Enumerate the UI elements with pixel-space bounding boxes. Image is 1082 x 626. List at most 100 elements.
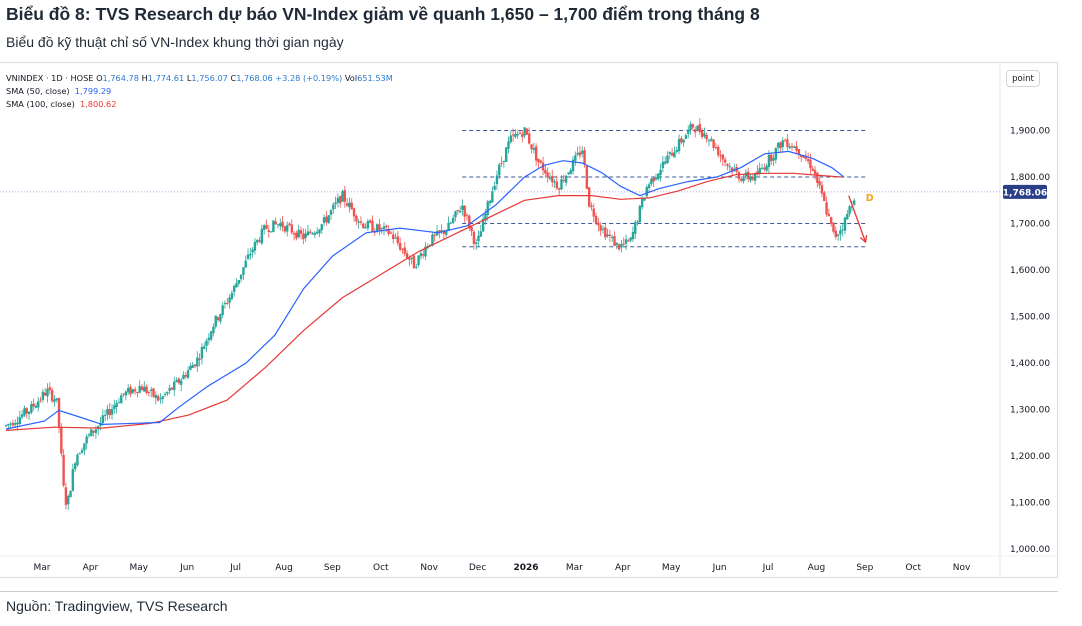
- candle-body: [458, 210, 462, 213]
- candle-body: [829, 217, 833, 224]
- candle-body: [604, 227, 607, 238]
- candle-body: [332, 204, 335, 210]
- candle-body: [567, 172, 570, 174]
- candle-body: [71, 469, 75, 491]
- x-tick-label: Sep: [856, 563, 873, 573]
- candle-body: [636, 221, 639, 223]
- open-label: O: [96, 73, 103, 83]
- sma100-value: 1,800.62: [80, 98, 117, 109]
- candle-body: [327, 215, 330, 224]
- candle-body: [228, 297, 231, 303]
- candle-body: [659, 169, 662, 175]
- scale-mode-button[interactable]: point: [1006, 70, 1040, 87]
- candle-body: [226, 303, 229, 305]
- candle-body: [412, 255, 416, 269]
- candle-body: [415, 266, 418, 268]
- candle-body: [456, 210, 459, 212]
- candle-body: [23, 408, 26, 416]
- candle-body: [500, 162, 503, 164]
- candle-body: [18, 416, 22, 424]
- candle-body: [620, 243, 623, 248]
- x-tick-label: Oct: [373, 563, 389, 573]
- candle-body: [156, 395, 160, 401]
- candle-body: [375, 224, 379, 233]
- candle-body: [304, 233, 307, 239]
- candle-body: [147, 392, 151, 394]
- candle-body: [221, 305, 224, 315]
- candle-body: [48, 387, 51, 391]
- y-tick-label: 1,400.00: [1010, 359, 1050, 369]
- candle-body: [90, 429, 93, 437]
- candle-body: [368, 220, 372, 223]
- candle-body: [848, 206, 851, 215]
- candle-body: [239, 274, 243, 280]
- candle-body: [78, 453, 81, 455]
- forecast-arrow: [848, 195, 867, 243]
- candle-body: [590, 205, 593, 208]
- x-tick-label: Aug: [808, 563, 826, 573]
- candle-body: [564, 175, 568, 183]
- candle-body: [32, 403, 35, 407]
- sma50-label: SMA (50, close): [6, 85, 70, 96]
- candle-body: [841, 229, 844, 231]
- candle-body: [705, 134, 708, 140]
- candle-body: [398, 242, 402, 250]
- candle-body: [504, 147, 508, 162]
- sma100-label: SMA (100, close): [6, 98, 75, 109]
- x-tick-label: May: [662, 563, 681, 573]
- candle-body: [786, 139, 789, 147]
- candle-body: [502, 160, 506, 162]
- candle-body: [650, 178, 653, 184]
- candle-body: [664, 161, 667, 164]
- sma50-legend-row: SMA (50, close) 1,799.29: [6, 85, 393, 98]
- candle-body: [179, 380, 183, 385]
- candle-body: [627, 240, 630, 242]
- candle-body: [306, 231, 310, 236]
- candle-body: [451, 217, 455, 223]
- change-value: +3.28 (+0.19%): [275, 73, 343, 83]
- candle-body: [92, 430, 95, 433]
- volume-value: 651.53M: [357, 73, 393, 83]
- candle-body: [717, 146, 720, 156]
- candle-body: [267, 230, 270, 233]
- sma100-legend-row: SMA (100, close) 1,800.62: [6, 98, 393, 111]
- candle-body: [126, 388, 130, 393]
- candle-body: [689, 123, 692, 131]
- x-tick-label: Mar: [566, 563, 583, 573]
- low-value: 1,756.07: [191, 73, 228, 83]
- x-tick-label: Dec: [469, 563, 486, 573]
- candle-body: [610, 236, 614, 238]
- candle-body: [687, 129, 690, 134]
- candle-body: [4, 425, 8, 427]
- candle-body: [654, 177, 658, 180]
- volume-label: Vol: [344, 73, 358, 83]
- candle-body: [385, 225, 388, 228]
- last-price-tag: [1003, 184, 1047, 199]
- candle-body: [419, 253, 423, 257]
- candle-body: [714, 147, 718, 149]
- candle-body: [60, 426, 63, 454]
- candle-body: [286, 225, 289, 232]
- candle-body: [302, 233, 305, 240]
- y-tick-label: 1,500.00: [1010, 313, 1050, 323]
- candle-body: [216, 317, 220, 321]
- candle-body: [818, 181, 821, 186]
- candle-body: [783, 140, 787, 142]
- y-tick-label: 1,300.00: [1010, 406, 1050, 416]
- candle-body: [401, 248, 404, 250]
- candle-body: [599, 225, 602, 231]
- chart-subtitle: Biểu đồ kỹ thuật chỉ số VN-Index khung t…: [6, 34, 344, 50]
- candle-body: [479, 231, 483, 237]
- candle-body: [560, 179, 563, 190]
- candle-body: [276, 224, 280, 226]
- candle-body: [680, 138, 683, 143]
- candle-body: [440, 230, 443, 232]
- candle-body: [20, 414, 24, 418]
- candle-body: [700, 130, 704, 138]
- candle-body: [189, 366, 192, 370]
- high-label: H: [141, 73, 148, 83]
- candle-body: [534, 146, 538, 161]
- candle-body: [129, 386, 132, 395]
- candle-body: [468, 215, 471, 229]
